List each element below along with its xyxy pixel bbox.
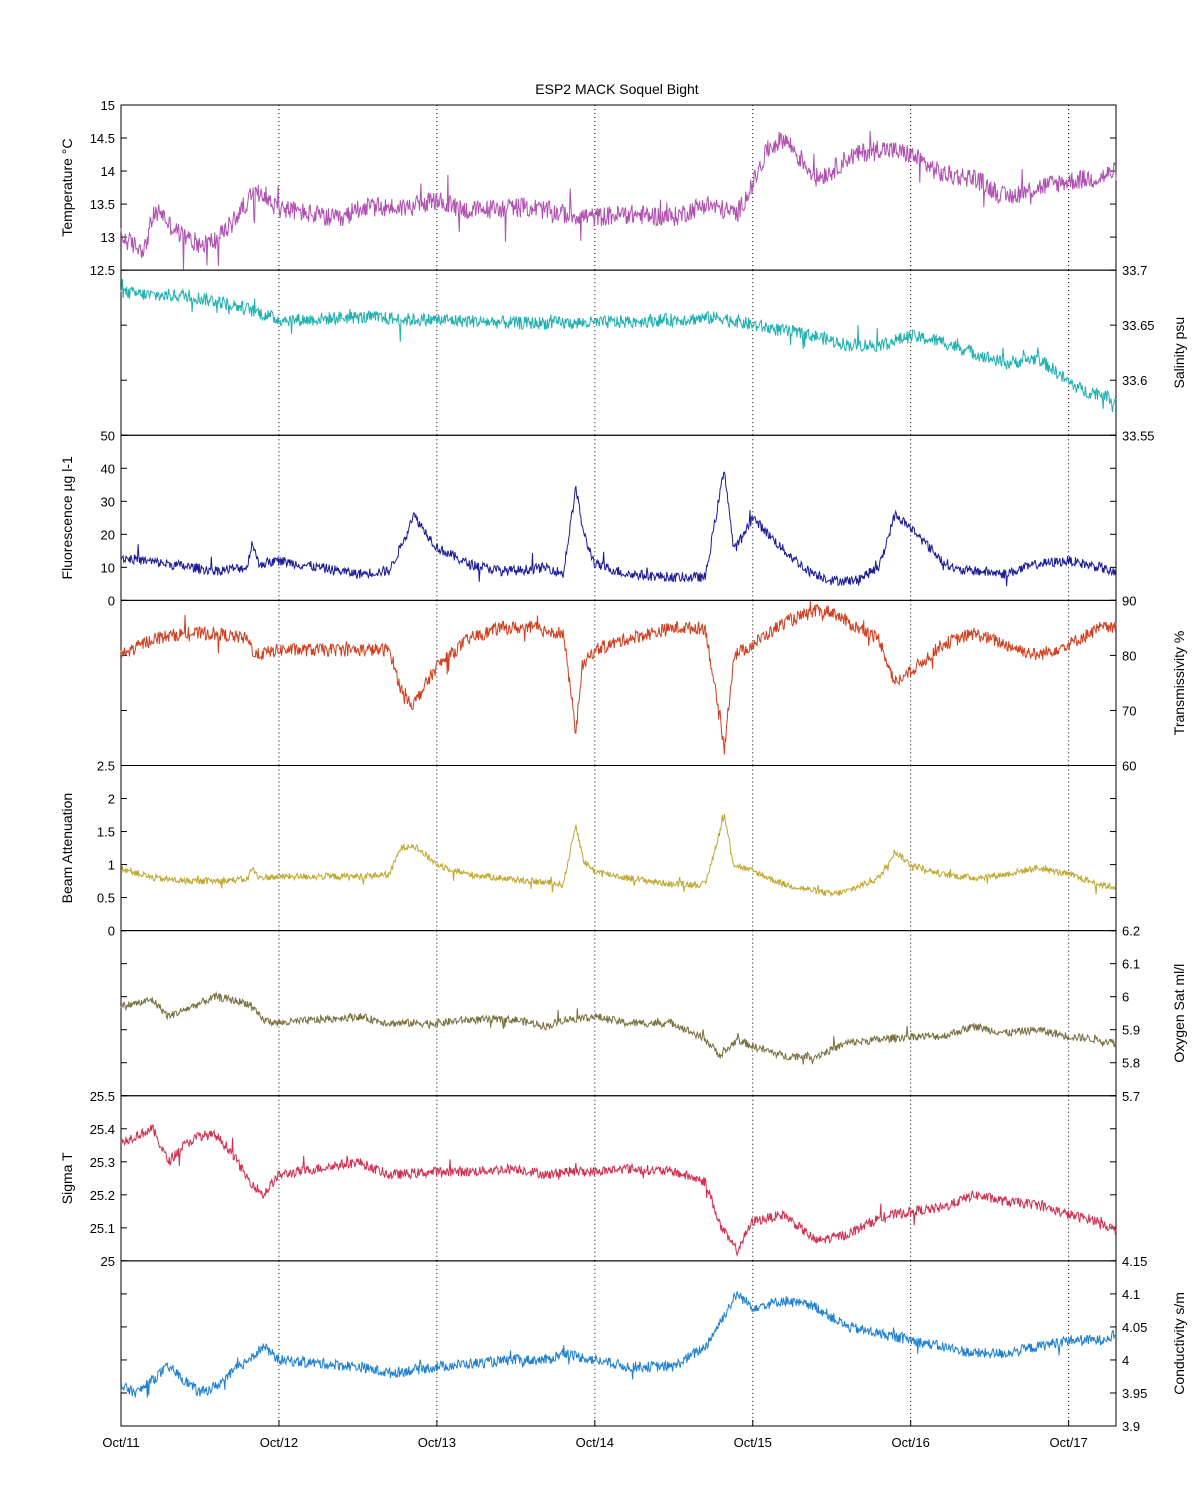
y-tick-label: 40 [101, 461, 115, 476]
panel-salinity: 33.55 33.6 33.65 33.7 Salinity psu [120, 263, 1187, 443]
series-line-conductivity [120, 1291, 1117, 1398]
series-line-temperature [120, 130, 1117, 271]
y-tick-label: 5.9 [1122, 1023, 1140, 1038]
y-tick-label: 15 [101, 98, 115, 113]
y-tick-label: 4.15 [1122, 1254, 1147, 1269]
y-tick-label: 33.55 [1122, 428, 1155, 443]
y-tick-label: 33.65 [1122, 318, 1155, 333]
y-tick-label: 13.5 [90, 197, 115, 212]
panel-frame [120, 1260, 1117, 1427]
series-line-fluorescence [120, 471, 1117, 587]
y-tick-label: 30 [101, 494, 115, 509]
y-tick-label: 25.5 [90, 1089, 115, 1104]
x-tick-label: Oct/14 [576, 1435, 614, 1450]
y-tick-label: 20 [101, 527, 115, 542]
y-tick-label: 6 [1122, 990, 1129, 1005]
y-axis-label: Salinity psu [1171, 317, 1187, 389]
y-tick-label: 70 [1122, 703, 1136, 718]
y-axis-label: Temperature °C [59, 138, 75, 236]
y-tick-label: 14.5 [90, 131, 115, 146]
series-line-salinity [120, 279, 1117, 413]
panel-frame [120, 930, 1117, 1097]
panel-oxygen_sat: 5.7 5.8 5.9 6 6.1 6.2 Oxygen Sat ml/l [120, 924, 1187, 1104]
y-tick-label: 33.7 [1122, 263, 1147, 278]
y-tick-label: 90 [1122, 593, 1136, 608]
y-tick-label: 3.95 [1122, 1386, 1147, 1401]
x-axis: Oct/11 Oct/12 Oct/13 Oct/14 Oct/15 Oct/16 Oct/… [102, 1420, 1088, 1450]
y-axis-label: Fluorescence µg l-1 [59, 456, 75, 579]
y-tick-label: 60 [1122, 759, 1136, 774]
panel-sigma_t: 25 25.1 25.2 25.3 25.4 25.5 Sigma T [59, 1089, 1117, 1269]
panel-conductivity: 3.9 3.95 4 4.05 4.1 4.15 Conductivity s/m [120, 1254, 1187, 1434]
panel-temperature: 12.5 13 13.5 14 14.5 15 Temperature °C [59, 98, 1117, 278]
y-tick-label: 25 [101, 1254, 115, 1269]
figure-title: ESP2 MACK Soquel Bight [535, 81, 699, 97]
panel-beam_attenuation: 0 0.5 1 1.5 2 2.5 Beam Attenuation [59, 759, 1117, 939]
y-tick-label: 1 [108, 858, 115, 873]
y-tick-label: 12.5 [90, 263, 115, 278]
y-tick-label: 13 [101, 230, 115, 245]
y-tick-label: 33.6 [1122, 373, 1147, 388]
panel-frame [120, 765, 1117, 932]
y-tick-label: 4.1 [1122, 1287, 1140, 1302]
y-tick-label: 3.9 [1122, 1419, 1140, 1434]
y-tick-label: 25.4 [90, 1122, 115, 1137]
panel-frame [120, 1095, 1117, 1262]
y-tick-label: 0.5 [97, 891, 115, 906]
y-tick-label: 6.2 [1122, 924, 1140, 939]
panel-frame [120, 269, 1117, 436]
y-tick-label: 0 [108, 593, 115, 608]
series-line-beam_attenuation [120, 813, 1117, 898]
x-tick-label: Oct/15 [734, 1435, 772, 1450]
panel-frame [120, 104, 1117, 271]
y-tick-label: 6.1 [1122, 957, 1140, 972]
y-tick-label: 1.5 [97, 825, 115, 840]
y-axis-label: Conductivity s/m [1171, 1292, 1187, 1395]
series-line-oxygen_sat [120, 991, 1117, 1065]
y-tick-label: 25.3 [90, 1155, 115, 1170]
y-tick-label: 5.8 [1122, 1056, 1140, 1071]
y-tick-label: 5.7 [1122, 1089, 1140, 1104]
y-tick-label: 25.1 [90, 1221, 115, 1236]
panel-fluorescence: 0 10 20 30 40 50 Fluorescence µg l-1 [59, 428, 1117, 608]
x-tick-label: Oct/12 [260, 1435, 298, 1450]
panel-frame [120, 599, 1117, 766]
x-tick-label: Oct/17 [1049, 1435, 1087, 1450]
y-tick-label: 0 [108, 924, 115, 939]
y-axis-label: Transmissivity % [1171, 631, 1187, 736]
y-tick-label: 10 [101, 560, 115, 575]
y-tick-label: 4.05 [1122, 1320, 1147, 1335]
panel-frame [120, 434, 1117, 601]
y-tick-label: 2.5 [97, 759, 115, 774]
y-axis-label: Oxygen Sat ml/l [1171, 964, 1187, 1063]
series-line-transmissivity [120, 600, 1117, 755]
y-tick-label: 14 [101, 164, 115, 179]
x-tick-label: Oct/11 [102, 1435, 139, 1450]
y-tick-label: 50 [101, 428, 115, 443]
panel-transmissivity: 60 70 80 90 Transmissivity % [120, 593, 1187, 774]
y-tick-label: 80 [1122, 648, 1136, 663]
y-tick-label: 4 [1122, 1353, 1129, 1368]
series-line-sigma_t [120, 1124, 1117, 1258]
x-tick-label: Oct/16 [892, 1435, 930, 1450]
y-tick-label: 25.2 [90, 1188, 115, 1203]
y-axis-label: Beam Attenuation [59, 793, 75, 904]
y-tick-label: 2 [108, 792, 115, 807]
x-tick-label: Oct/13 [418, 1435, 456, 1450]
y-axis-label: Sigma T [59, 1152, 75, 1204]
